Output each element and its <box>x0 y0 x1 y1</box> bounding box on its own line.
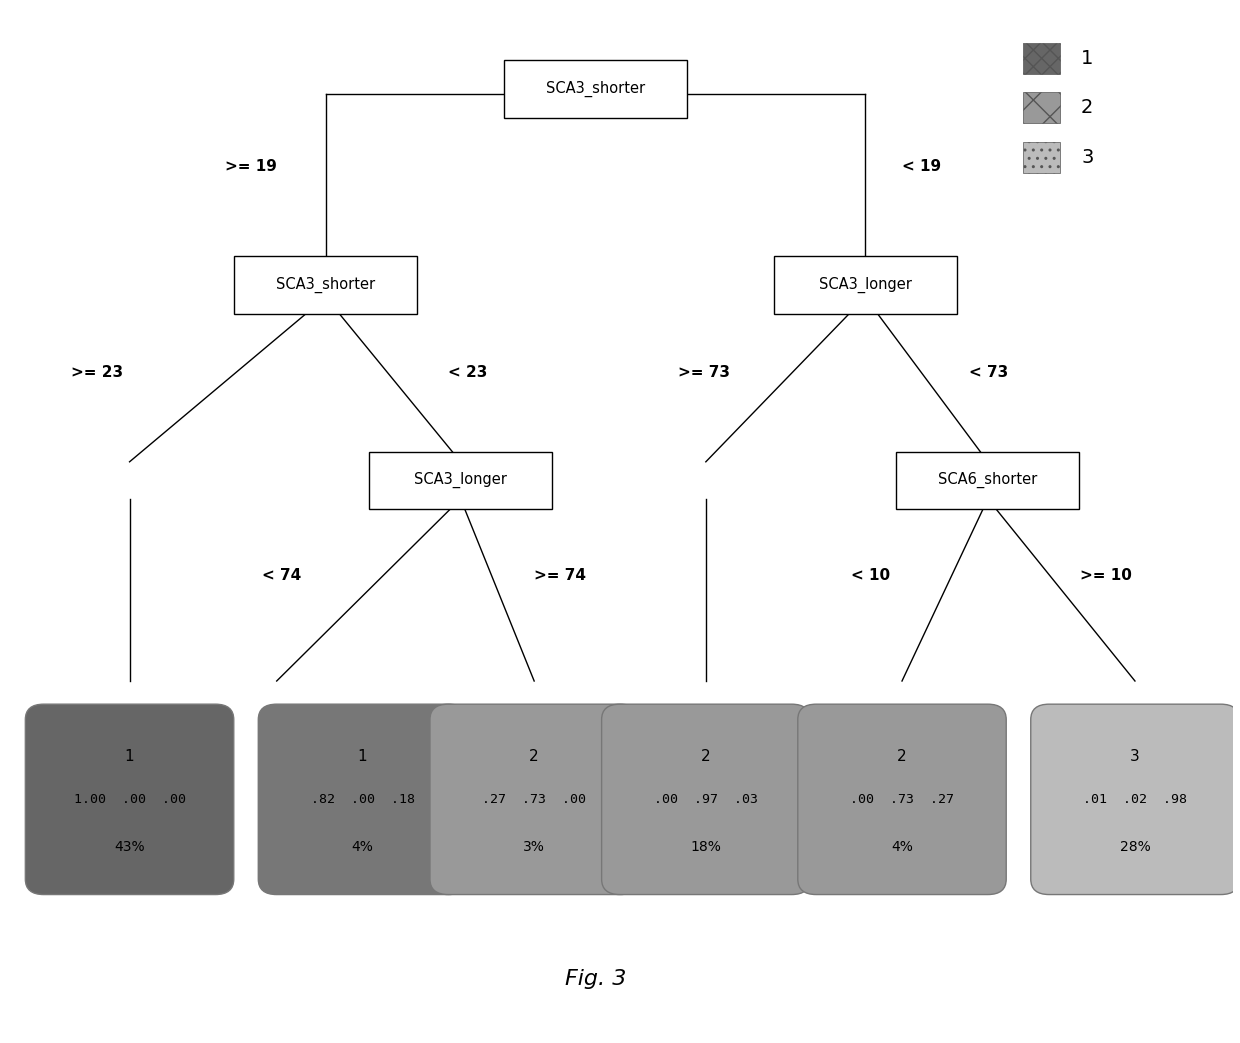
Text: >= 10: >= 10 <box>1080 567 1132 582</box>
Text: SCA3_longer: SCA3_longer <box>818 276 911 293</box>
Text: 2: 2 <box>529 749 539 763</box>
Text: >= 73: >= 73 <box>678 365 730 380</box>
Text: >= 74: >= 74 <box>534 567 587 582</box>
Text: < 73: < 73 <box>970 365 1008 380</box>
Text: 4%: 4% <box>892 841 913 854</box>
Text: 28%: 28% <box>1120 841 1151 854</box>
FancyBboxPatch shape <box>774 256 956 314</box>
Text: SCA3_shorter: SCA3_shorter <box>277 276 376 293</box>
Text: 3: 3 <box>1081 148 1094 167</box>
FancyBboxPatch shape <box>1023 93 1060 123</box>
FancyBboxPatch shape <box>897 452 1079 509</box>
Text: .00  .73  .27: .00 .73 .27 <box>849 793 954 806</box>
Text: >= 23: >= 23 <box>72 365 124 380</box>
Text: .82  .00  .18: .82 .00 .18 <box>310 793 414 806</box>
Text: 1: 1 <box>125 749 134 763</box>
Text: < 10: < 10 <box>851 567 890 582</box>
Text: 3%: 3% <box>523 841 546 854</box>
Text: SCA3_longer: SCA3_longer <box>414 472 507 488</box>
Text: 1: 1 <box>357 749 367 763</box>
FancyBboxPatch shape <box>25 704 234 895</box>
Text: < 23: < 23 <box>449 365 487 380</box>
FancyBboxPatch shape <box>1023 43 1060 74</box>
FancyBboxPatch shape <box>234 256 417 314</box>
Text: .01  .02  .98: .01 .02 .98 <box>1083 793 1187 806</box>
Text: 2: 2 <box>1081 98 1094 117</box>
Text: 4%: 4% <box>352 841 373 854</box>
Text: 3: 3 <box>1130 749 1140 763</box>
Text: Fig. 3: Fig. 3 <box>564 969 626 990</box>
Text: 2: 2 <box>701 749 711 763</box>
Text: 2: 2 <box>898 749 906 763</box>
Text: 1: 1 <box>1081 49 1094 68</box>
FancyBboxPatch shape <box>430 704 639 895</box>
Text: SCA6_shorter: SCA6_shorter <box>939 472 1038 488</box>
Text: >= 19: >= 19 <box>224 159 277 174</box>
FancyBboxPatch shape <box>1023 142 1060 173</box>
Text: .27  .73  .00: .27 .73 .00 <box>482 793 587 806</box>
Text: < 19: < 19 <box>901 159 941 174</box>
Text: SCA3_shorter: SCA3_shorter <box>546 81 645 97</box>
FancyBboxPatch shape <box>1030 704 1239 895</box>
FancyBboxPatch shape <box>370 452 552 509</box>
Text: 18%: 18% <box>691 841 722 854</box>
Text: .00  .97  .03: .00 .97 .03 <box>653 793 758 806</box>
FancyBboxPatch shape <box>258 704 466 895</box>
Text: < 74: < 74 <box>262 567 301 582</box>
FancyBboxPatch shape <box>505 60 687 118</box>
Text: 1.00  .00  .00: 1.00 .00 .00 <box>73 793 186 806</box>
FancyBboxPatch shape <box>601 704 810 895</box>
FancyBboxPatch shape <box>797 704 1006 895</box>
Text: 43%: 43% <box>114 841 145 854</box>
